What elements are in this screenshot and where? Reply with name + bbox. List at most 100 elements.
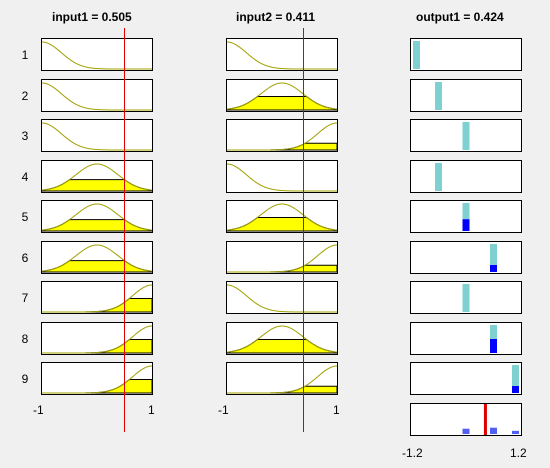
- rule-9-output-mf-bar: [512, 365, 519, 393]
- input2-mf-plot: [227, 81, 337, 110]
- rule-5-input2-mf-curve: [227, 203, 337, 231]
- rule-3-output-mf-bar: [462, 122, 470, 150]
- rule-3-input2-firing-area: [227, 142, 337, 151]
- input2-axis-max: 1: [333, 403, 340, 417]
- output1-axis-min: -1.2: [402, 446, 423, 460]
- rule-5-output-mf-bar: [462, 203, 470, 231]
- rule-8-input2-firing-area: [227, 338, 337, 353]
- input1-mf-plot: [42, 203, 152, 232]
- rule-7-input2-mf-curve: [227, 284, 337, 313]
- rule-8-input1-panel: [41, 321, 153, 355]
- rule-6-output-panel: [410, 240, 522, 274]
- rule-4-input1-mf-curve: [42, 162, 152, 191]
- rule-1-input2-panel: [226, 38, 338, 71]
- output1-axis-max: 1.2: [510, 446, 527, 460]
- rule-9-output-fired-bar: [512, 386, 519, 393]
- output-mf-plot: [462, 284, 470, 312]
- rule-4-output-panel: [410, 159, 522, 193]
- rule-9-input2-mf-curve: [227, 365, 337, 394]
- rule-7-input1-mf-curve: [42, 284, 152, 313]
- input1-mf-plot: [42, 325, 152, 353]
- input1-axis-max: 1: [148, 403, 155, 417]
- rule-3-input1-panel: [41, 119, 153, 152]
- rule-2-input2-panel: [226, 78, 338, 112]
- input1-value-cursor[interactable]: [124, 28, 125, 432]
- rule-2-input1-panel: [41, 78, 153, 112]
- rule-4-output-mf-bar: [435, 162, 442, 191]
- output-mf-plot: [462, 122, 470, 150]
- input2-mf-plot: [227, 41, 337, 70]
- rule-3-input1-mf-curve: [42, 122, 152, 151]
- rule-3-input2-mf-curve: [227, 122, 337, 151]
- rule-6-output-mf-bar: [490, 243, 497, 272]
- rule-8-input1-mf-curve: [42, 325, 152, 353]
- rule-9-input2-panel: [226, 362, 338, 395]
- output1-title: output1 = 0.424: [416, 10, 504, 24]
- input2-mf-plot: [227, 365, 337, 394]
- rule-4-input1-panel: [41, 159, 153, 193]
- input2-mf-plot: [227, 122, 337, 151]
- input1-mf-plot: [42, 365, 152, 394]
- rule-8-input1-firing-area: [42, 338, 152, 353]
- rule-9-input1-mf-curve: [42, 365, 152, 394]
- rule-7-input2-panel: [226, 281, 338, 314]
- rule-7-output-mf-bar: [462, 284, 470, 312]
- rule-9-input1-firing-area: [42, 379, 152, 394]
- rule-2-input1-mf-curve: [42, 82, 152, 110]
- input1-mf-plot: [42, 284, 152, 313]
- rule-6-input1-panel: [41, 240, 153, 274]
- output-mf-plot: [435, 162, 442, 191]
- rule-1-output-mf-bar: [413, 41, 420, 69]
- rule-6-input2-mf-curve: [227, 244, 337, 272]
- rule-4-input2-mf-curve: [227, 163, 337, 191]
- rule-1-output-panel: [410, 38, 522, 71]
- rule-number-label: 4: [21, 169, 29, 184]
- rule-6-output-fired-bar: [490, 264, 497, 272]
- rule-6-input2-firing-area: [227, 264, 337, 272]
- rule-3-input2-panel: [226, 119, 338, 152]
- rule-5-input1-panel: [41, 200, 153, 233]
- rule-2-input2-firing-area: [227, 95, 337, 110]
- input1-axis-min: -1: [33, 403, 44, 417]
- rule-2-input2-mf-curve: [227, 81, 337, 110]
- output-mf-plot: [413, 41, 420, 69]
- output-mf-plot: [490, 243, 497, 272]
- rule-number-label: 9: [21, 372, 29, 386]
- rule-8-output-panel: [410, 321, 522, 355]
- output-mf-plot: [462, 203, 470, 231]
- input2-title: input2 = 0.411: [236, 10, 316, 24]
- input1-mf-plot: [42, 122, 152, 151]
- output-mf-plot: [512, 365, 519, 393]
- input2-mf-plot: [227, 203, 337, 232]
- rule-7-input1-firing-area: [42, 298, 152, 313]
- rule-1-input2-mf-curve: [227, 41, 337, 70]
- input2-mf-plot: [227, 244, 337, 272]
- rule-8-input2-panel: [226, 321, 338, 355]
- aggregate-output-plot: [462, 403, 519, 435]
- rule-number-label: 5: [21, 210, 29, 224]
- input2-value-cursor[interactable]: [303, 28, 304, 432]
- rule-number-label: 1: [21, 48, 29, 62]
- rule-4-input1-firing-area: [42, 178, 152, 191]
- aggregate-bar-2: [490, 427, 497, 434]
- rule-6-input1-firing-area: [42, 259, 152, 272]
- aggregate-bar-3: [512, 430, 519, 434]
- rule-7-input1-panel: [41, 281, 153, 314]
- rule-9-input2-firing-area: [227, 385, 337, 394]
- aggregate-bar-1: [462, 428, 470, 434]
- input1-mf-plot: [42, 243, 152, 272]
- rule-6-input2-panel: [226, 240, 338, 274]
- rule-number-label: 8: [21, 331, 29, 346]
- input1-mf-plot: [42, 162, 152, 191]
- rule-8-output-fired-bar: [490, 338, 497, 353]
- rule-1-input1-panel: [41, 38, 153, 71]
- rule-6-input1-mf-curve: [42, 243, 152, 272]
- rule-4-input2-panel: [226, 159, 338, 193]
- output-mf-plot: [435, 81, 442, 110]
- rule-8-input2-mf-curve: [227, 324, 337, 353]
- input2-mf-plot: [227, 324, 337, 353]
- rule-7-output-panel: [410, 281, 522, 314]
- aggregate-output-panel: [410, 402, 522, 436]
- input1-mf-plot: [42, 82, 152, 110]
